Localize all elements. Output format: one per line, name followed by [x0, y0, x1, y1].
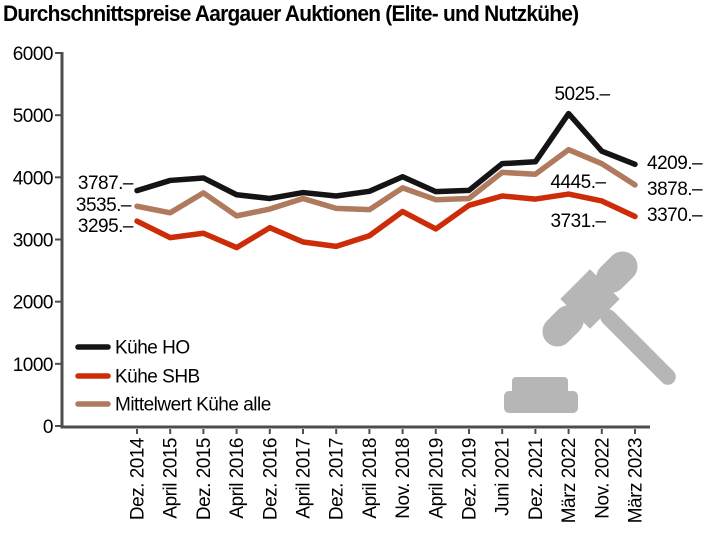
y-tick-label: 0 — [43, 417, 53, 438]
gavel-head-cap-right — [596, 251, 638, 293]
annotation-3787: 3787.– — [78, 173, 134, 194]
x-tick-label-juni-2021: Juni 2021 — [493, 438, 514, 516]
x-tick-label-m-rz-2023: März 2023 — [626, 438, 647, 523]
series-line-k-he-ho — [134, 110, 638, 202]
chart-title: Durchschnittspreise Aargauer Auktionen (… — [3, 1, 579, 26]
x-tick-label-april-2015: April 2015 — [161, 438, 182, 519]
series-line-k-he-shb — [134, 191, 638, 251]
annotation-3535: 3535.– — [76, 195, 132, 216]
y-tick-label: 6000 — [13, 44, 53, 65]
y-tick-label: 5000 — [13, 106, 53, 127]
gavel-head-cap-left — [542, 305, 584, 347]
annotation-3370: 3370.– — [647, 205, 703, 226]
x-tick-label-nov-2022: Nov. 2022 — [592, 438, 613, 519]
x-tick-label-dez-2015: Dez. 2015 — [194, 438, 215, 520]
annotation-3878: 3878.– — [647, 179, 703, 200]
x-tick-label-nov-2018: Nov. 2018 — [393, 438, 414, 519]
legend-label-k-he-shb: Kühe SHB — [115, 367, 200, 388]
x-tick-label-dez-2021: Dez. 2021 — [526, 438, 547, 520]
legend-label-mittelwert-k-he-alle: Mittelwert Kühe alle — [115, 395, 271, 416]
y-tick-label: 2000 — [13, 293, 53, 314]
x-tick-label-dez-2019: Dez. 2019 — [460, 438, 481, 520]
annotation-5025: 5025.– — [554, 84, 610, 105]
y-tick-label: 4000 — [13, 168, 53, 189]
gavel-icon — [504, 251, 676, 413]
y-tick-label: 1000 — [13, 355, 53, 376]
x-tick-label-april-2018: April 2018 — [360, 438, 381, 519]
y-tick-label: 3000 — [13, 231, 53, 252]
annotation-4445: 4445.– — [550, 172, 606, 193]
legend-label-k-he-ho: Kühe HO — [115, 338, 190, 359]
x-tick-label-dez-2017: Dez. 2017 — [327, 438, 348, 520]
x-tick-label-m-rz-2022: März 2022 — [559, 438, 580, 523]
series-line-mittelwert-k-he-alle — [134, 146, 638, 219]
x-tick-label-april-2016: April 2016 — [227, 438, 248, 519]
x-tick-label-april-2019: April 2019 — [426, 438, 447, 519]
annotation-4209: 4209.– — [647, 153, 703, 174]
annotation-3731: 3731.– — [550, 211, 606, 232]
gavel-base-bottom — [504, 391, 578, 413]
gavel-handle — [600, 309, 676, 385]
x-tick-label-dez-2014: Dez. 2014 — [128, 437, 149, 520]
x-tick-label-dez-2016: Dez. 2016 — [260, 438, 281, 520]
annotation-3295: 3295.– — [78, 216, 134, 237]
x-tick-label-april-2017: April 2017 — [294, 438, 315, 519]
